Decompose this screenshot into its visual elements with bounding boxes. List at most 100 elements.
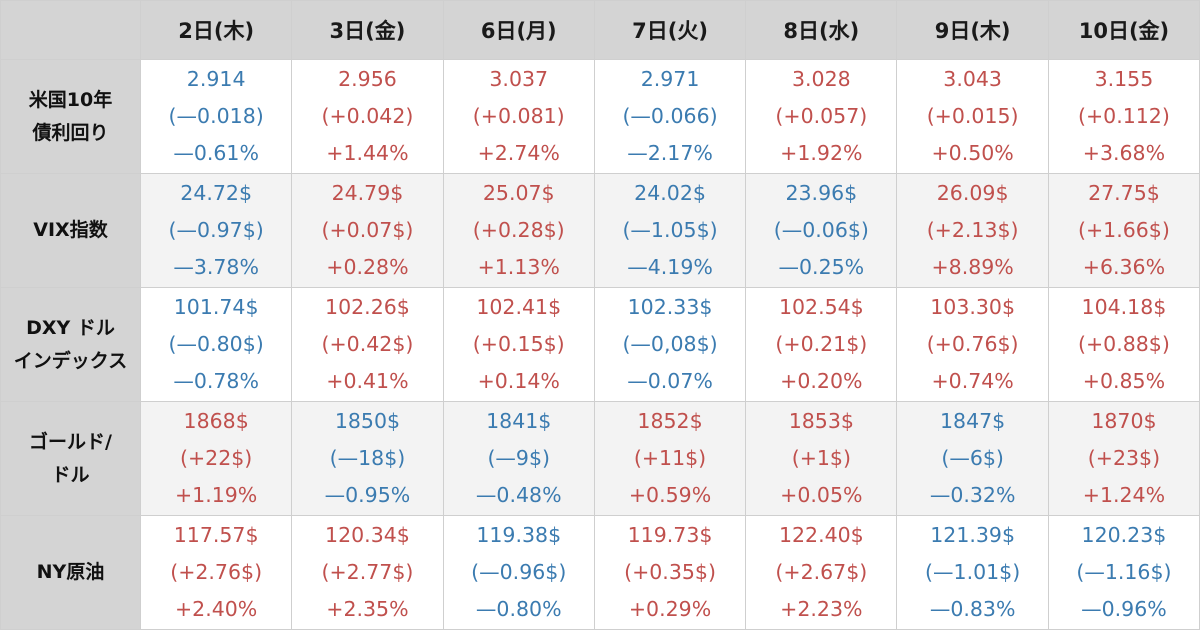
cell-pct: —0.83% [929, 597, 1016, 621]
data-cell: 24.79$ (+0.07$) +0.28% [291, 173, 444, 288]
cell-change: (—0.06$) [773, 218, 869, 242]
cell-pct: +0.41% [326, 369, 409, 393]
data-cell: 3.155 (+0.112) +3.68% [1047, 59, 1200, 174]
cell-change: (—0.018) [168, 104, 264, 128]
cell-pct: +0.50% [931, 141, 1014, 165]
data-cell: 25.07$ (+0.28$) +1.13% [442, 173, 595, 288]
cell-value: 1868$ [183, 409, 249, 433]
cell-change: (+0.28$) [472, 218, 565, 242]
data-cell: 102.33$ (—0,08$) —0.07% [593, 287, 747, 402]
cell-change: (—6$) [941, 446, 1004, 470]
data-cell: 1870$ (+23$) +1.24% [1047, 401, 1200, 516]
cell-pct: +6.36% [1082, 255, 1166, 279]
cell-change: (—1.05$) [622, 218, 718, 242]
cell-pct: —0.78% [173, 369, 259, 393]
row-label-line: 債利回り [32, 121, 109, 144]
cell-value: 2.971 [640, 67, 700, 91]
cell-value: 117.57$ [173, 523, 259, 547]
row-label-line: NY原油 [36, 561, 105, 583]
cell-value: 2.914 [186, 67, 246, 91]
cell-change: (—0.80$) [168, 332, 264, 356]
table-row: 米国10年 債利回り 2.914 (—0.018) —0.61% 2.956 (+0.042… [0, 59, 1200, 174]
data-cell: 1850$ (—18$) —0.95% [291, 401, 444, 516]
row-label: 米国10年 債利回り [0, 59, 141, 174]
data-cell: 3.037 (+0.081) +2.74% [442, 59, 595, 174]
column-header-date: 6日(月) [442, 0, 595, 60]
cell-change: (+0.057) [775, 104, 868, 128]
cell-change: (+2.76$) [170, 560, 263, 584]
cell-pct: +1.19% [174, 483, 258, 507]
cell-pct: +0.05% [780, 483, 863, 507]
cell-pct: +0.29% [628, 597, 712, 621]
row-label-line: DXY ドル [26, 316, 115, 339]
cell-change: (—1.01$) [925, 560, 1021, 584]
cell-pct: +0.20% [780, 369, 863, 393]
data-cell: 102.54$ (+0.21$) +0.20% [745, 287, 898, 402]
data-cell: 102.41$ (+0.15$) +0.14% [442, 287, 595, 402]
cell-change: (+0.015) [926, 104, 1019, 128]
cell-pct: —0.95% [324, 483, 411, 507]
cell-change: (+1$) [791, 446, 851, 470]
cell-change: (+0.112) [1077, 104, 1170, 128]
cell-value: 1850$ [334, 409, 401, 433]
cell-pct: —0.48% [475, 483, 562, 507]
cell-pct: +2.74% [477, 141, 560, 165]
cell-change: (+0.15$) [472, 332, 565, 356]
cell-value: 119.38$ [476, 523, 562, 547]
cell-change: (+0.35$) [624, 560, 716, 584]
cell-change: (+23$) [1087, 446, 1161, 470]
cell-change: (+0.76$) [926, 332, 1019, 356]
column-header-date: 3日(金) [291, 0, 444, 60]
row-label: ゴールド/ドル [0, 401, 141, 516]
column-header-date: 8日(水) [745, 0, 898, 60]
table-row: NY原油 117.57$ (+2.76$) +2.40% 120.34$ (+2.77$)… [0, 515, 1200, 630]
data-cell: 119.38$ (—0.96$) —0.80% [442, 515, 595, 630]
cell-pct: —3.78% [173, 255, 259, 279]
cell-pct: +1.92% [780, 141, 863, 165]
cell-value: 102.33$ [627, 295, 713, 319]
row-label-line: ドル [51, 463, 90, 486]
header-row: 2日(木) 3日(金) 6日(月) 7日(火) 8日(水) 9日(木) 10日(金) [0, 0, 1200, 60]
cell-change: (+0.042) [321, 104, 414, 128]
cell-pct: +2.23% [780, 597, 863, 621]
row-label-line: インデックス [13, 349, 128, 372]
data-cell: 104.18$ (+0.88$) +0.85% [1047, 287, 1200, 402]
cell-change: (—0.066) [622, 104, 718, 128]
cell-value: 102.26$ [325, 295, 410, 319]
cell-value: 24.02$ [634, 181, 706, 205]
cell-pct: —0.25% [778, 255, 865, 279]
data-cell: 2.956 (+0.042) +1.44% [291, 59, 444, 174]
cell-change: (+0.42$) [321, 332, 414, 356]
cell-value: 1841$ [486, 409, 552, 433]
cell-change: (+2.77$) [321, 560, 414, 584]
data-cell: 1847$ (—6$) —0.32% [896, 401, 1049, 516]
data-cell: 1853$ (+1$) +0.05% [745, 401, 898, 516]
column-header-date: 9日(木) [896, 0, 1049, 60]
cell-change: (—0.97$) [168, 218, 264, 242]
cell-change: (—0,08$) [622, 332, 718, 356]
data-cell: 2.971 (—0.066) —2.17% [593, 59, 747, 174]
cell-value: 102.54$ [778, 295, 864, 319]
cell-value: 3.037 [489, 67, 549, 91]
cell-value: 122.40$ [778, 523, 864, 547]
table-body: 米国10年 債利回り 2.914 (—0.018) —0.61% 2.956 (+0.042… [0, 59, 1200, 630]
data-cell: 24.72$ (—0.97$) —3.78% [139, 173, 293, 288]
cell-change: (—1.16$) [1076, 560, 1172, 584]
cell-value: 3.155 [1094, 67, 1154, 91]
data-cell: 2.914 (—0.018) —0.61% [139, 59, 293, 174]
cell-pct: +1.24% [1082, 483, 1166, 507]
cell-pct: +1.13% [477, 255, 560, 279]
data-cell: 3.043 (+0.015) +0.50% [896, 59, 1049, 174]
column-header-date: 7日(火) [593, 0, 747, 60]
cell-pct: —2.17% [627, 141, 713, 165]
cell-pct: +0.28% [326, 255, 409, 279]
data-cell: 101.74$ (—0.80$) —0.78% [139, 287, 293, 402]
cell-change: (—18$) [329, 446, 406, 470]
cell-value: 1852$ [637, 409, 703, 433]
column-header-date: 2日(木) [139, 0, 293, 60]
cell-value: 26.09$ [936, 181, 1009, 205]
cell-value: 3.043 [943, 67, 1002, 91]
cell-pct: —0.80% [475, 597, 562, 621]
cell-value: 104.18$ [1081, 295, 1167, 319]
